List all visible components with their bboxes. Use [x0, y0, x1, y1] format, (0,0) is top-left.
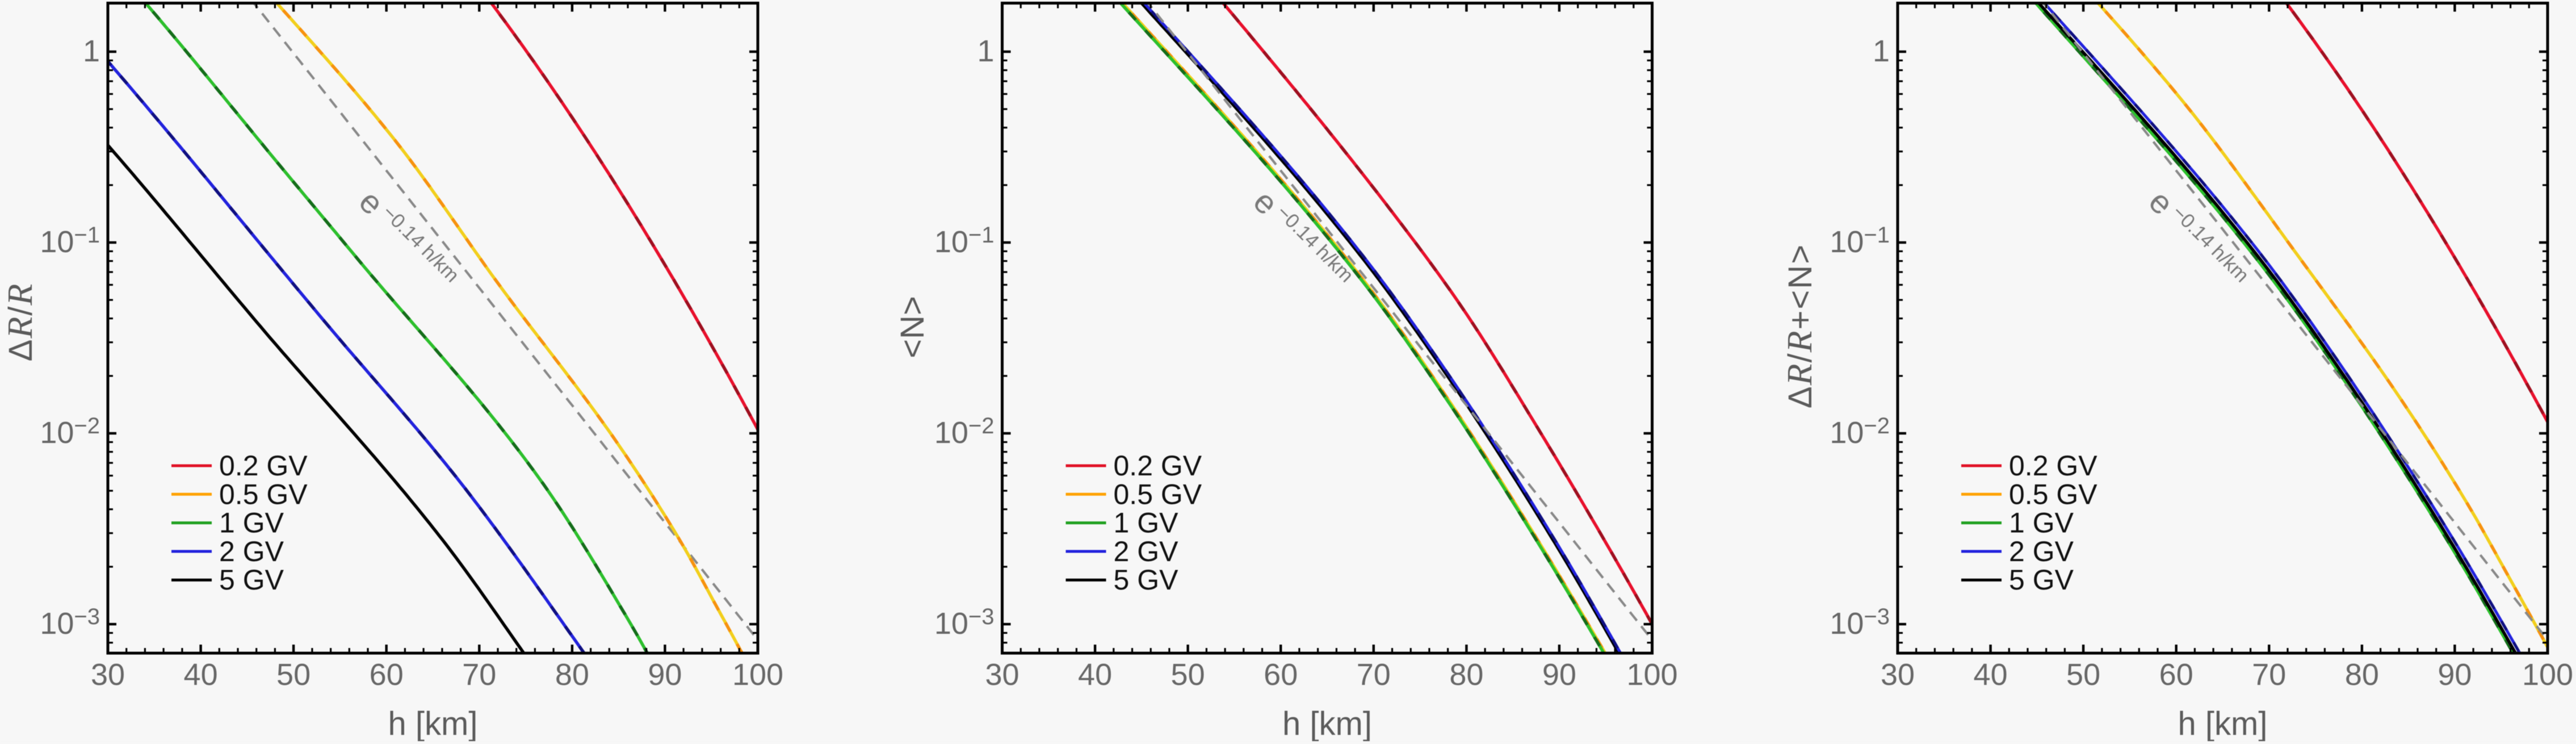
- svg-text:5 GV: 5 GV: [2009, 564, 2074, 596]
- svg-text:0.2 GV: 0.2 GV: [2009, 450, 2097, 482]
- svg-text:50: 50: [276, 658, 311, 692]
- svg-text:30: 30: [91, 658, 125, 692]
- svg-text:100: 100: [1626, 658, 1677, 692]
- svg-text:60: 60: [370, 658, 404, 692]
- svg-text:2 GV: 2 GV: [2009, 536, 2074, 567]
- svg-text:5 GV: 5 GV: [1114, 564, 1179, 596]
- svg-text:70: 70: [2252, 658, 2286, 692]
- svg-text:10−3: 10−3: [1830, 604, 1890, 641]
- svg-text:70: 70: [1357, 658, 1391, 692]
- svg-text:30: 30: [1881, 658, 1915, 692]
- svg-text:0.5 GV: 0.5 GV: [1114, 478, 1202, 510]
- svg-text:60: 60: [1264, 658, 1298, 692]
- svg-text:40: 40: [184, 658, 218, 692]
- svg-text:80: 80: [2345, 658, 2379, 692]
- svg-text:100: 100: [732, 658, 783, 692]
- svg-text:5 GV: 5 GV: [219, 564, 284, 596]
- svg-text:90: 90: [2437, 658, 2472, 692]
- svg-text:h [km]: h [km]: [388, 705, 478, 741]
- svg-text:0.5 GV: 0.5 GV: [219, 478, 308, 510]
- svg-text:ΔR/R: ΔR/R: [1, 283, 40, 362]
- svg-text:50: 50: [2066, 658, 2100, 692]
- svg-text:h [km]: h [km]: [2178, 705, 2268, 741]
- svg-text:2 GV: 2 GV: [1114, 536, 1179, 567]
- svg-text:50: 50: [1171, 658, 1205, 692]
- svg-text:ΔR/R+<N>: ΔR/R+<N>: [1781, 244, 1819, 408]
- svg-text:30: 30: [985, 658, 1019, 692]
- svg-text:90: 90: [1542, 658, 1576, 692]
- svg-text:100: 100: [2522, 658, 2573, 692]
- svg-text:0.2 GV: 0.2 GV: [219, 450, 308, 482]
- svg-text:1 GV: 1 GV: [1114, 507, 1179, 539]
- svg-text:0.5 GV: 0.5 GV: [2009, 478, 2097, 510]
- svg-text:<N>: <N>: [894, 296, 931, 358]
- svg-text:80: 80: [1449, 658, 1483, 692]
- svg-text:1 GV: 1 GV: [219, 507, 284, 539]
- svg-text:90: 90: [648, 658, 682, 692]
- svg-text:40: 40: [1078, 658, 1112, 692]
- svg-text:h [km]: h [km]: [1282, 705, 1372, 741]
- svg-text:1: 1: [977, 34, 994, 68]
- svg-text:70: 70: [462, 658, 496, 692]
- svg-text:2 GV: 2 GV: [219, 536, 284, 567]
- svg-text:40: 40: [1974, 658, 2008, 692]
- svg-text:1: 1: [1873, 34, 1890, 68]
- svg-text:1 GV: 1 GV: [2009, 507, 2074, 539]
- svg-text:1: 1: [83, 34, 100, 68]
- svg-text:80: 80: [555, 658, 589, 692]
- svg-text:0.2 GV: 0.2 GV: [1114, 450, 1202, 482]
- svg-text:60: 60: [2159, 658, 2193, 692]
